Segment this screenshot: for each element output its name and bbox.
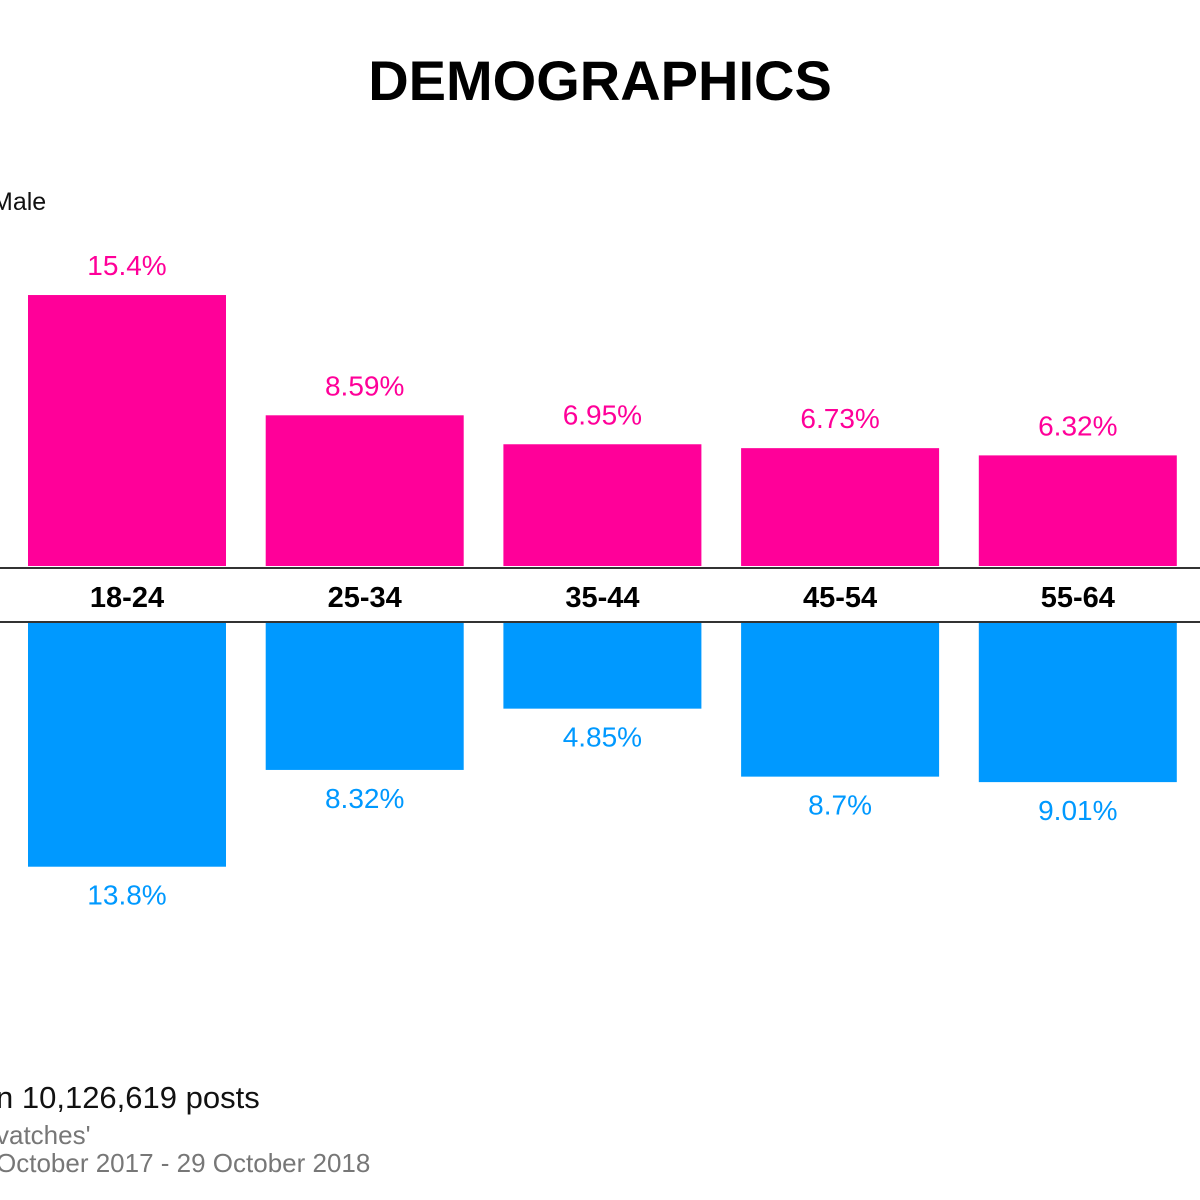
- label-male-25-34: 8.32%: [325, 783, 404, 814]
- label-female-55-64: 6.32%: [1038, 410, 1117, 441]
- chart-title: DEMOGRAPHICS: [368, 49, 832, 112]
- legend-entry: Male: [0, 188, 47, 216]
- bar-female-55-64: [978, 455, 1177, 566]
- bar-male-18-24: [28, 623, 226, 867]
- footer-date-range: October 2017 - 29 October 2018: [0, 1148, 371, 1178]
- label-male-55-64: 9.01%: [1038, 795, 1117, 826]
- category-label-35-44: 35-44: [565, 582, 639, 614]
- category-label-55-64: 55-64: [1041, 582, 1115, 614]
- bar-female-45-54: [741, 448, 940, 566]
- bar-male-25-34: [265, 623, 464, 770]
- label-female-18-24: 15.4%: [87, 250, 166, 281]
- category-label-18-24: 18-24: [90, 582, 164, 614]
- bar-female-35-44: [503, 444, 702, 566]
- label-male-35-44: 4.85%: [563, 722, 642, 753]
- label-male-45-54: 8.7%: [808, 790, 872, 821]
- bar-male-35-44: [503, 623, 702, 709]
- bar-male-45-54: [741, 623, 940, 777]
- footer-query: vatches': [0, 1120, 91, 1150]
- bar-female-25-34: [265, 415, 464, 566]
- label-female-45-54: 6.73%: [800, 403, 879, 434]
- bar-female-18-24: [28, 295, 226, 566]
- label-female-25-34: 8.59%: [325, 370, 404, 401]
- bar-male-55-64: [978, 623, 1177, 783]
- category-label-25-34: 25-34: [328, 582, 402, 614]
- footer-post-count: n 10,126,619 posts: [0, 1080, 260, 1115]
- label-female-35-44: 6.95%: [563, 399, 642, 430]
- label-male-18-24: 13.8%: [87, 880, 166, 911]
- category-label-45-54: 45-54: [803, 582, 877, 614]
